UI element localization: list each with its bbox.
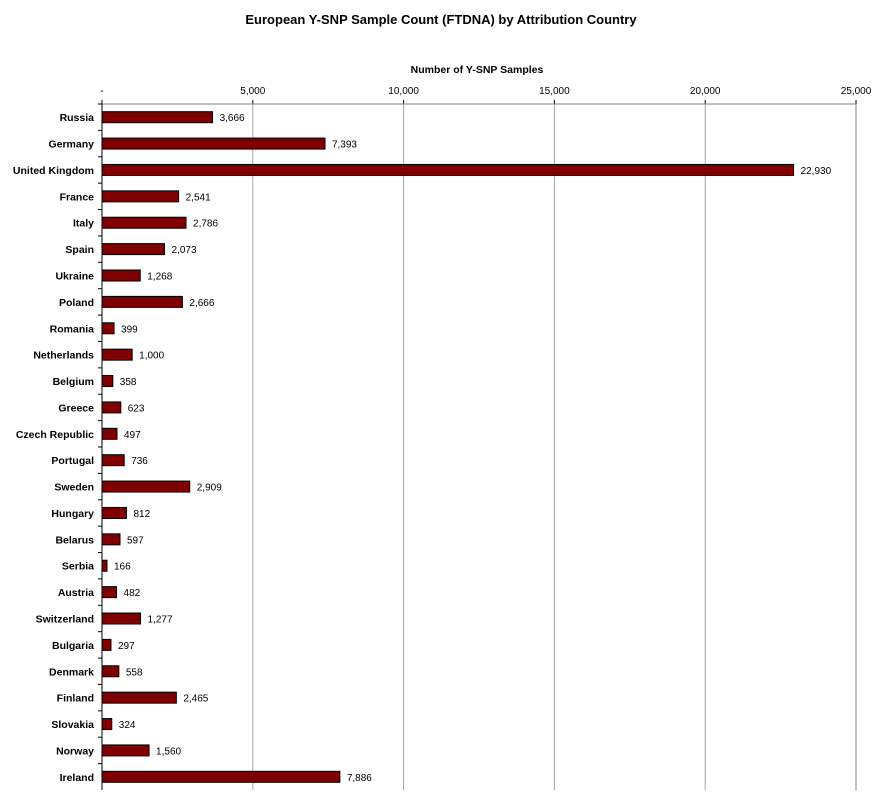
category-label: France xyxy=(60,191,95,203)
x-axis-ticks: - 5,000 10,000 15,000 20,000 25,000 xyxy=(100,86,872,105)
bar xyxy=(101,375,114,388)
category-label: Russia xyxy=(60,112,95,124)
category-label: Portugal xyxy=(51,455,94,467)
data-label: 22,930 xyxy=(801,166,832,177)
category-label: Serbia xyxy=(62,561,94,573)
bar xyxy=(101,480,191,493)
bar xyxy=(101,269,141,282)
category-label: Netherlands xyxy=(33,350,94,362)
x-tick-label: 25,000 xyxy=(841,86,872,97)
bar xyxy=(101,559,108,572)
data-label: 2,666 xyxy=(189,298,214,309)
bars xyxy=(101,111,795,783)
data-label: 2,541 xyxy=(186,192,211,203)
category-label: Hungary xyxy=(51,508,94,520)
data-label: 3,666 xyxy=(220,113,245,124)
category-label: Ireland xyxy=(60,772,94,784)
category-label: Ukraine xyxy=(55,271,94,283)
category-label: Austria xyxy=(58,587,94,599)
category-label: Sweden xyxy=(54,482,94,494)
bar xyxy=(101,665,120,678)
category-label: Finland xyxy=(57,693,94,705)
bar xyxy=(101,744,150,757)
x-tick-label: 5,000 xyxy=(240,86,265,97)
category-label: Czech Republic xyxy=(16,429,94,441)
category-label: Poland xyxy=(59,297,94,309)
value-labels: 3,666 7,393 22,930 2,541 2,786 2,073 1,268 2,66… xyxy=(114,113,832,784)
x-tick-label: 15,000 xyxy=(539,86,570,97)
x-tick-label: 20,000 xyxy=(690,86,721,97)
category-label: Italy xyxy=(73,218,94,230)
data-label: 597 xyxy=(127,535,144,546)
bar xyxy=(101,506,127,519)
data-label: 166 xyxy=(114,562,131,573)
category-label: Greece xyxy=(58,402,94,414)
bar xyxy=(101,427,118,440)
data-label: 2,465 xyxy=(183,694,208,705)
category-label: Belgium xyxy=(53,376,94,388)
data-label: 812 xyxy=(133,509,150,520)
bar xyxy=(101,216,187,229)
bar xyxy=(101,163,795,176)
x-tick-label: - xyxy=(100,86,103,97)
data-label: 623 xyxy=(128,403,145,414)
bar xyxy=(101,691,177,704)
bar xyxy=(101,770,341,783)
data-label: 7,886 xyxy=(347,773,372,784)
bar xyxy=(101,295,183,308)
bar xyxy=(101,348,133,361)
data-label: 399 xyxy=(121,324,138,335)
data-label: 1,560 xyxy=(156,746,181,757)
data-label: 736 xyxy=(131,456,148,467)
category-label: Spain xyxy=(65,244,94,256)
data-label: 1,000 xyxy=(139,351,164,362)
category-labels: Russia Germany United Kingdom France Italy Sp… xyxy=(13,103,102,784)
bar xyxy=(101,586,118,599)
category-label: Switzerland xyxy=(36,614,94,626)
data-label: 1,268 xyxy=(147,272,172,283)
bar xyxy=(101,718,113,731)
data-label: 558 xyxy=(126,667,143,678)
data-label: 482 xyxy=(124,588,141,599)
data-label: 2,909 xyxy=(197,483,222,494)
gridlines xyxy=(252,104,857,790)
bar xyxy=(101,638,112,651)
category-label: Norway xyxy=(56,745,94,757)
category-label: Bulgaria xyxy=(52,640,94,652)
bar xyxy=(101,454,125,467)
data-label: 2,786 xyxy=(193,219,218,230)
x-axis-title: Number of Y-SNP Samples xyxy=(411,64,544,76)
bar xyxy=(101,243,166,256)
category-label: Belarus xyxy=(55,534,94,546)
data-label: 7,393 xyxy=(332,140,357,151)
bar xyxy=(101,322,115,335)
data-label: 358 xyxy=(120,377,137,388)
data-label: 2,073 xyxy=(172,245,197,256)
bar xyxy=(101,612,142,625)
data-label: 297 xyxy=(118,641,135,652)
category-label: Denmark xyxy=(49,666,94,678)
data-label: 497 xyxy=(124,430,141,441)
bar xyxy=(101,137,326,150)
data-label: 1,277 xyxy=(148,615,173,626)
category-label: Slovakia xyxy=(51,719,94,731)
category-label: United Kingdom xyxy=(13,165,94,177)
data-label: 324 xyxy=(119,720,136,731)
category-label: Romania xyxy=(50,323,95,335)
x-tick-label: 10,000 xyxy=(388,86,419,97)
category-label: Germany xyxy=(48,139,94,151)
bar xyxy=(101,111,214,124)
bar xyxy=(101,401,122,414)
bar xyxy=(101,190,180,203)
bar xyxy=(101,533,121,546)
chart-title: European Y-SNP Sample Count (FTDNA) by A… xyxy=(245,12,637,27)
